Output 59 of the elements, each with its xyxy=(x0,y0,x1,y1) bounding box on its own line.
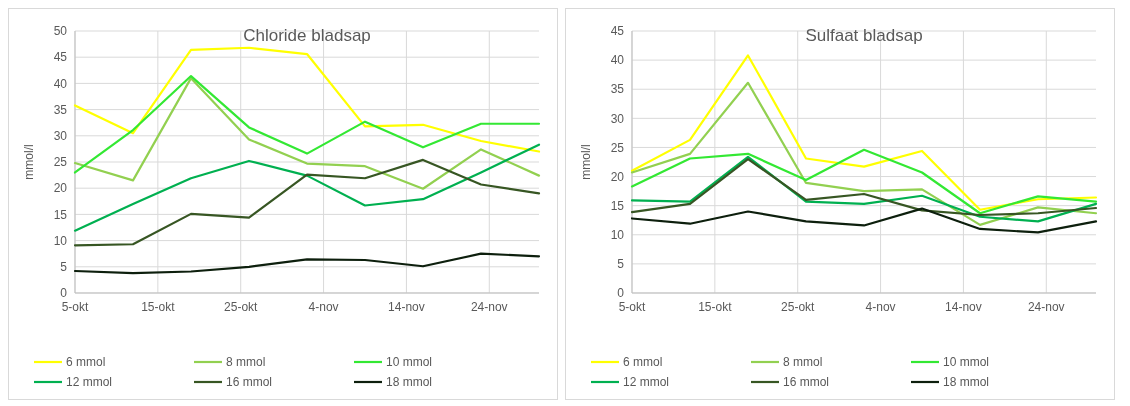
x-tick-label: 15-okt xyxy=(141,300,176,314)
x-tick-label: 24-nov xyxy=(1027,300,1065,314)
legend-label: 12 mmol xyxy=(623,375,670,390)
y-tick-label: 10 xyxy=(53,233,68,248)
x-tick-label: 4-nov xyxy=(308,300,339,314)
legend-label: 8 mmol xyxy=(226,355,266,370)
y-tick-label: 0 xyxy=(60,286,68,301)
legend-label: 18 mmol xyxy=(386,375,433,390)
legend-label: 10 mmol xyxy=(386,355,433,370)
line-series xyxy=(73,74,541,174)
x-tick-label: 24-nov xyxy=(470,300,508,314)
line-series xyxy=(630,81,1098,226)
legend-label: 18 mmol xyxy=(943,375,990,390)
legend-label: 6 mmol xyxy=(623,355,663,370)
line-series xyxy=(73,252,541,275)
x-tick-label: 25-okt xyxy=(224,300,259,314)
chart-title: Chloride bladsap xyxy=(243,26,371,45)
legend-label: 16 mmol xyxy=(783,375,830,390)
y-tick-label: 5 xyxy=(617,257,625,272)
line-series xyxy=(73,143,541,232)
x-tick-label: 14-nov xyxy=(388,300,425,314)
y-tick-label: 20 xyxy=(610,169,625,184)
x-tick-label: 25-okt xyxy=(781,300,816,314)
x-tick-label: 4-nov xyxy=(865,300,896,314)
y-tick-label: 20 xyxy=(53,181,68,196)
y-tick-label: 30 xyxy=(53,129,68,143)
y-tick-label: 10 xyxy=(610,227,625,242)
legend-label: 12 mmol xyxy=(66,375,113,390)
y-tick-label: 40 xyxy=(610,53,625,68)
x-tick-label: 14-nov xyxy=(945,300,982,314)
y-tick-label: 50 xyxy=(53,24,68,39)
y-tick-label: 35 xyxy=(53,102,68,117)
line-series xyxy=(630,54,1098,211)
x-tick-label: 15-okt xyxy=(698,300,733,314)
y-tick-label: 30 xyxy=(610,111,625,126)
y-tick-label: 15 xyxy=(610,198,625,213)
y-axis-title: mmol/l xyxy=(579,144,593,180)
y-tick-label: 0 xyxy=(617,286,625,301)
line-series xyxy=(73,158,541,247)
y-tick-label: 5 xyxy=(60,260,68,274)
y-tick-label: 35 xyxy=(610,82,625,97)
y-tick-label: 25 xyxy=(53,155,68,170)
y-tick-label: 25 xyxy=(610,140,625,155)
y-tick-label: 45 xyxy=(610,24,625,39)
x-tick-label: 5-okt xyxy=(61,300,89,314)
y-tick-label: 45 xyxy=(53,50,68,65)
y-axis-title: mmol/l xyxy=(22,144,36,180)
y-tick-label: 15 xyxy=(53,207,68,222)
line-series xyxy=(630,148,1098,215)
legend-label: 10 mmol xyxy=(943,355,990,370)
line-series xyxy=(73,46,541,153)
line-series xyxy=(630,207,1098,234)
x-tick-label: 5-okt xyxy=(618,300,646,314)
legend-label: 16 mmol xyxy=(226,375,273,390)
legend-label: 8 mmol xyxy=(783,355,823,370)
chart-title: Sulfaat bladsap xyxy=(805,26,923,45)
line-series xyxy=(73,77,541,190)
legend-label: 6 mmol xyxy=(66,355,106,370)
y-tick-label: 40 xyxy=(53,76,68,91)
